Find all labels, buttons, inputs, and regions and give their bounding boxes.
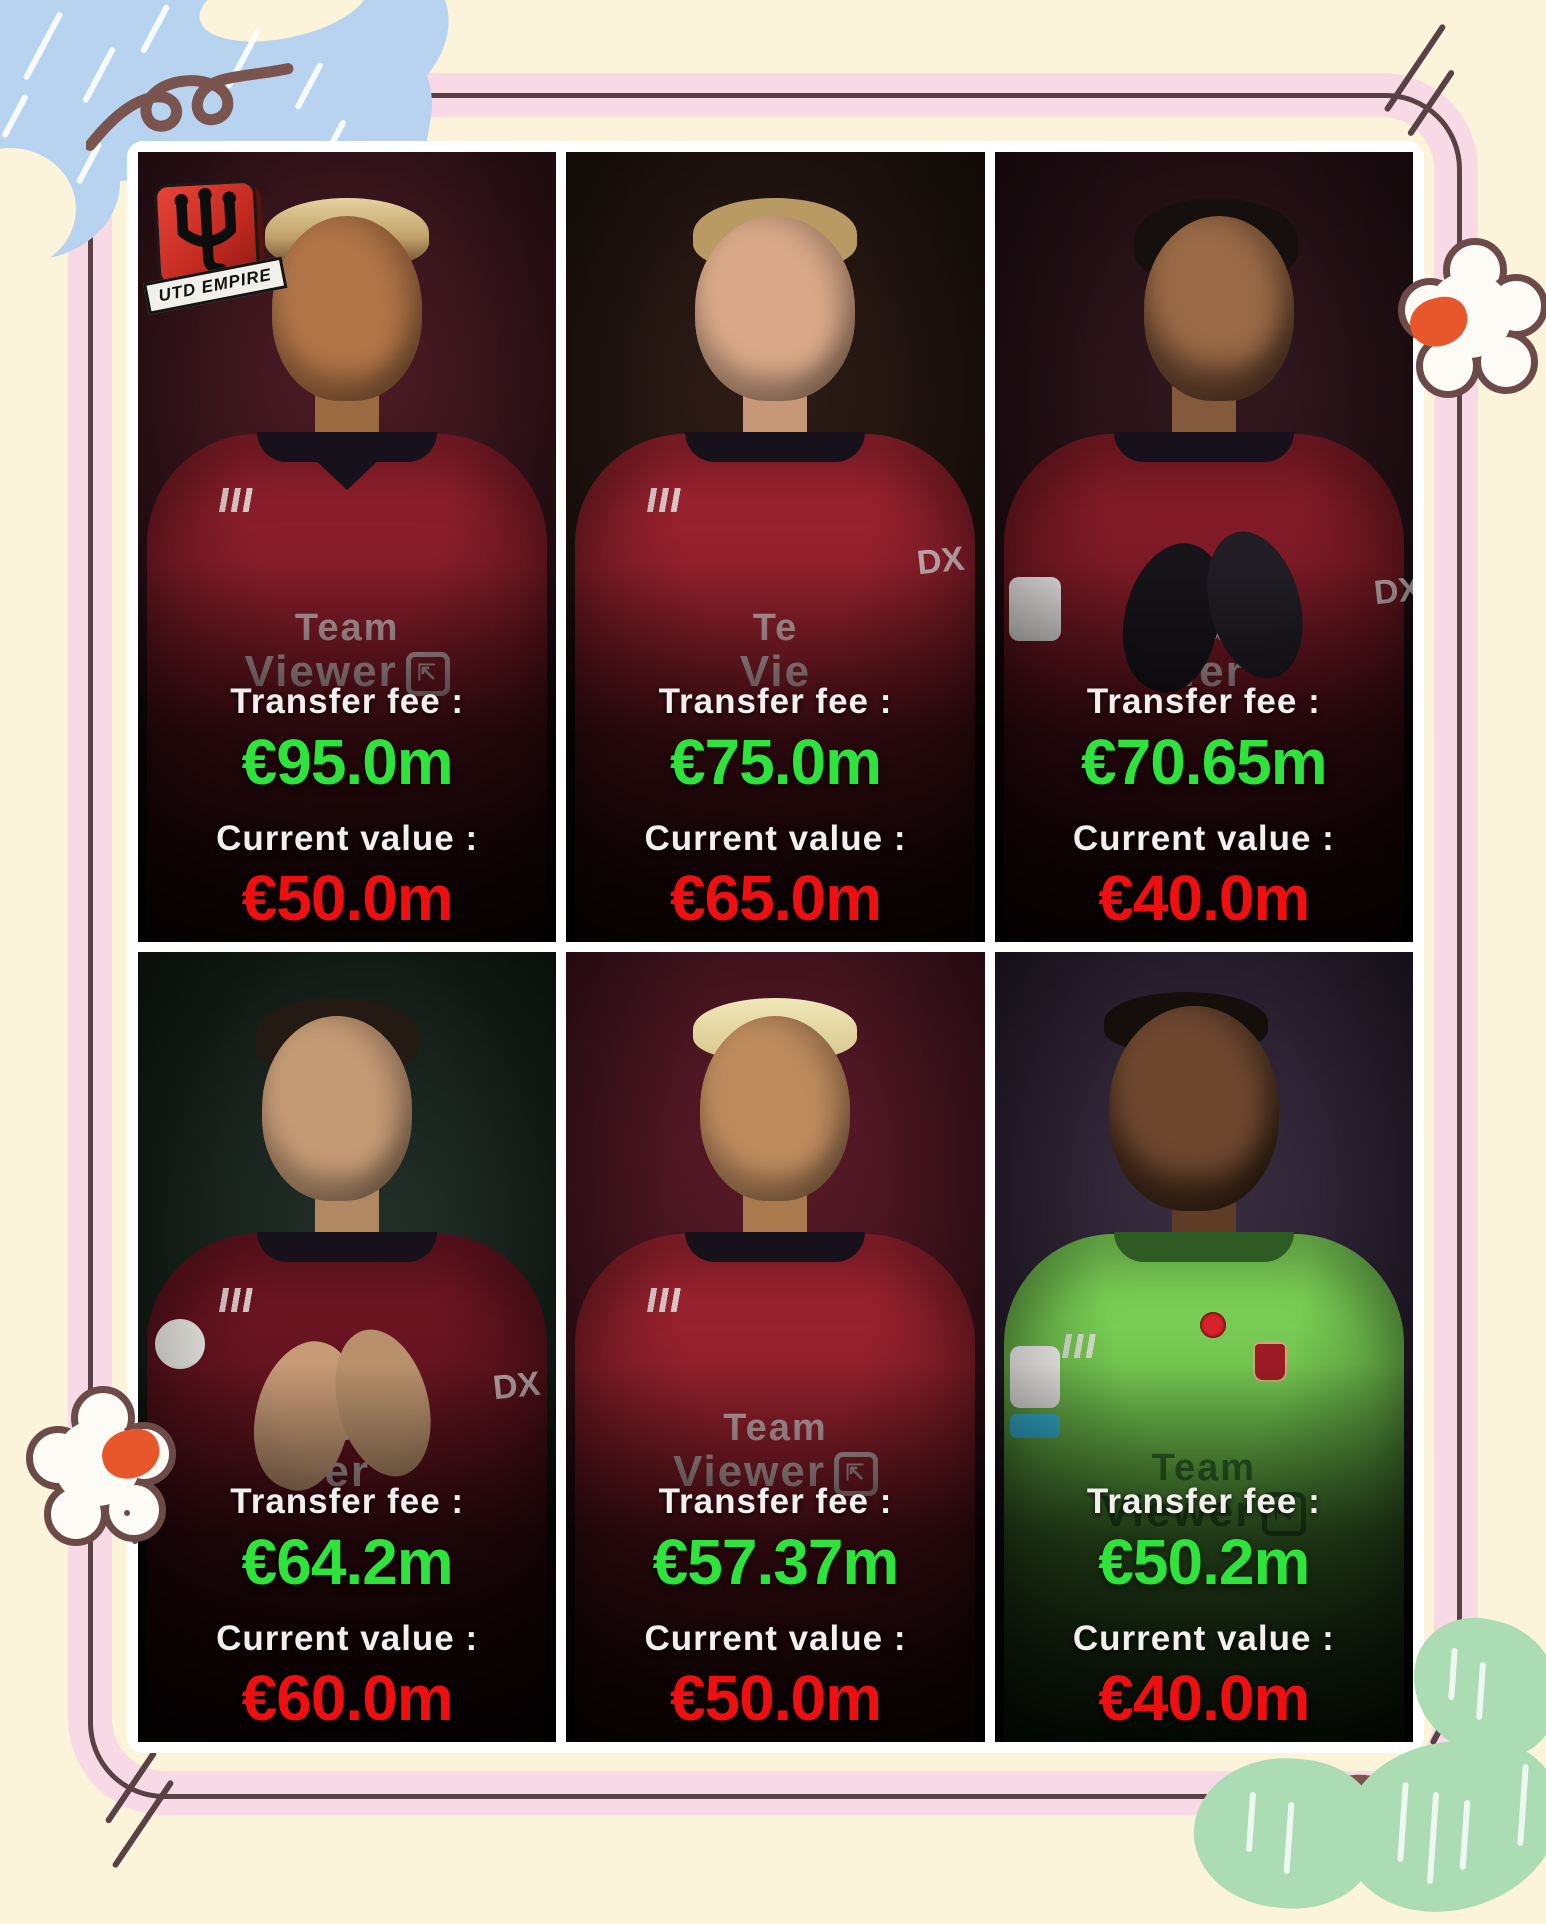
transfer-fee-label: Transfer fee : [1086,1482,1321,1521]
current-value-value: €65.0m [669,862,882,934]
transfer-fee-value: €95.0m [241,725,454,798]
fee-info-block: Transfer fee : €57.37m Current value : €… [566,1482,984,1734]
photo-bottom-shade [138,562,557,942]
leaf-streak [1459,1799,1471,1871]
current-value-label: Current value : [644,1618,907,1658]
rain-streak [22,11,64,81]
player-head [262,1016,413,1201]
photo-bottom-shade [566,562,985,942]
flower-doodle-icon [1398,238,1546,410]
player-panel-1: Team Viewer⇱ Transfer fee : €95.0m Curre… [138,152,557,942]
transfer-fee-label: Transfer fee : [230,682,465,721]
fee-info-block: Transfer fee : €95.0m Current value : €5… [138,682,556,934]
fee-info-block: Transfer fee : €64.2m Current value : €6… [138,1482,556,1734]
current-value-label: Current value : [216,818,479,858]
current-value-label: Current value : [644,818,907,858]
utd-empire-logo: UTD EMPIRE [143,179,288,315]
player-panel-5: Team Viewer⇱ Transfer fee : €57.37m Curr… [566,952,985,1742]
current-value-value: €40.0m [1098,862,1310,934]
leaf-streak [1426,1791,1440,1885]
adidas-stripes-icon [219,1288,258,1312]
player-panel-4: am er DX Transfer fee : €64.2m Current v… [138,952,557,1742]
photo-bottom-shade [566,1362,985,1742]
poppy-badge [1199,1312,1226,1338]
player-panel-2: Te Vie DX Transfer fee : €75.0m Current … [566,152,985,942]
player-head [700,1016,851,1201]
current-value-value: €50.0m [241,862,454,934]
fee-info-block: Transfer fee : €50.2m Current value : €4… [995,1482,1413,1734]
cream-notch-blob [192,0,376,56]
rain-streak [1,93,29,139]
photo-bottom-shade [138,1362,557,1742]
fee-info-block: Transfer fee : €75.0m Current value : €6… [566,682,984,934]
transfer-fee-value: €50.2m [1098,1525,1310,1598]
transfer-fee-label: Transfer fee : [658,682,893,721]
photo-bottom-shade [994,562,1413,942]
adidas-stripes-icon [647,488,686,512]
current-value-label: Current value : [216,1618,479,1658]
ucl-starball-patch [155,1319,205,1369]
flower-dot [124,1510,130,1516]
fee-info-block: Transfer fee : €70.65m Current value : €… [995,682,1413,934]
transfer-fee-value: €75.0m [669,725,882,798]
adidas-stripes-icon [1061,1334,1100,1358]
player-head [695,216,856,401]
player-head [272,216,423,401]
adidas-stripes-icon [647,1288,686,1312]
transfer-fee-value: €64.2m [241,1525,454,1598]
jersey-collar [1113,1232,1294,1262]
player-panel-3: ea wer DX Transfer fee : €70.65m Current… [994,152,1413,942]
flower-doodle-icon [26,1386,178,1558]
player-head [1108,1006,1279,1211]
transfer-fee-value: €70.65m [1081,725,1328,798]
frame-inner-line [88,93,1462,1799]
cream-notch-blob [0,148,76,270]
transfer-fee-label: Transfer fee : [230,1482,465,1521]
player-photo-grid: Team Viewer⇱ Transfer fee : €95.0m Curre… [127,141,1424,1753]
player-head [1143,216,1294,401]
jersey-collar [685,432,866,462]
current-value-value: €50.0m [669,1662,882,1734]
jersey-collar [685,1232,866,1262]
photo-bottom-shade [994,1362,1413,1742]
jersey-collar [257,1232,438,1262]
jersey-collar [311,456,384,490]
transfer-fee-label: Transfer fee : [1086,682,1321,721]
adidas-stripes-icon [219,488,258,512]
current-value-label: Current value : [1072,1618,1335,1658]
current-value-value: €40.0m [1098,1662,1310,1734]
transfer-fee-label: Transfer fee : [658,1482,893,1521]
rain-streak [139,3,171,55]
current-value-label: Current value : [1072,818,1335,858]
jersey-collar [1113,432,1294,462]
leaf-streak [1517,1763,1529,1847]
player-panel-6: Team Viewer⇱ Transfer fee : €50.2m Curre… [994,952,1413,1742]
flower-dot [132,1538,138,1544]
transfer-fee-value: €57.37m [652,1525,900,1598]
current-value-value: €60.0m [241,1662,454,1734]
